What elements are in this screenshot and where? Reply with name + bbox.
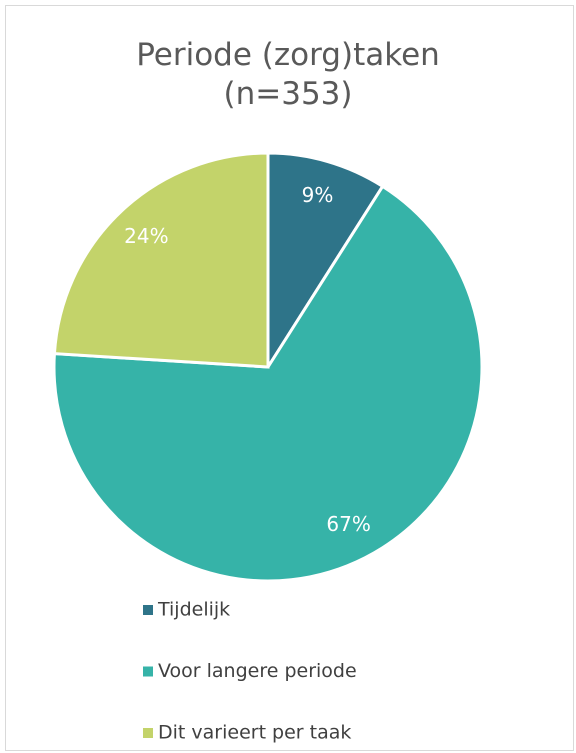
data-label: 24% [124, 224, 168, 248]
legend-swatch [143, 666, 153, 677]
legend-label: Dit varieert per taak [158, 722, 351, 744]
legend-label: Tijdelijk [157, 599, 230, 621]
chart-border [5, 5, 574, 751]
chart-title: Periode (zorg)taken (n=353) [136, 37, 440, 112]
legend-swatch [143, 605, 153, 615]
data-label: 9% [302, 183, 334, 207]
pie-slice [52, 184, 484, 583]
legend-swatch [143, 728, 153, 738]
legend-label: Voor langere periode [158, 660, 357, 682]
data-label: 67% [326, 512, 370, 536]
pie-slice [266, 151, 385, 373]
pie-slice [52, 151, 270, 369]
